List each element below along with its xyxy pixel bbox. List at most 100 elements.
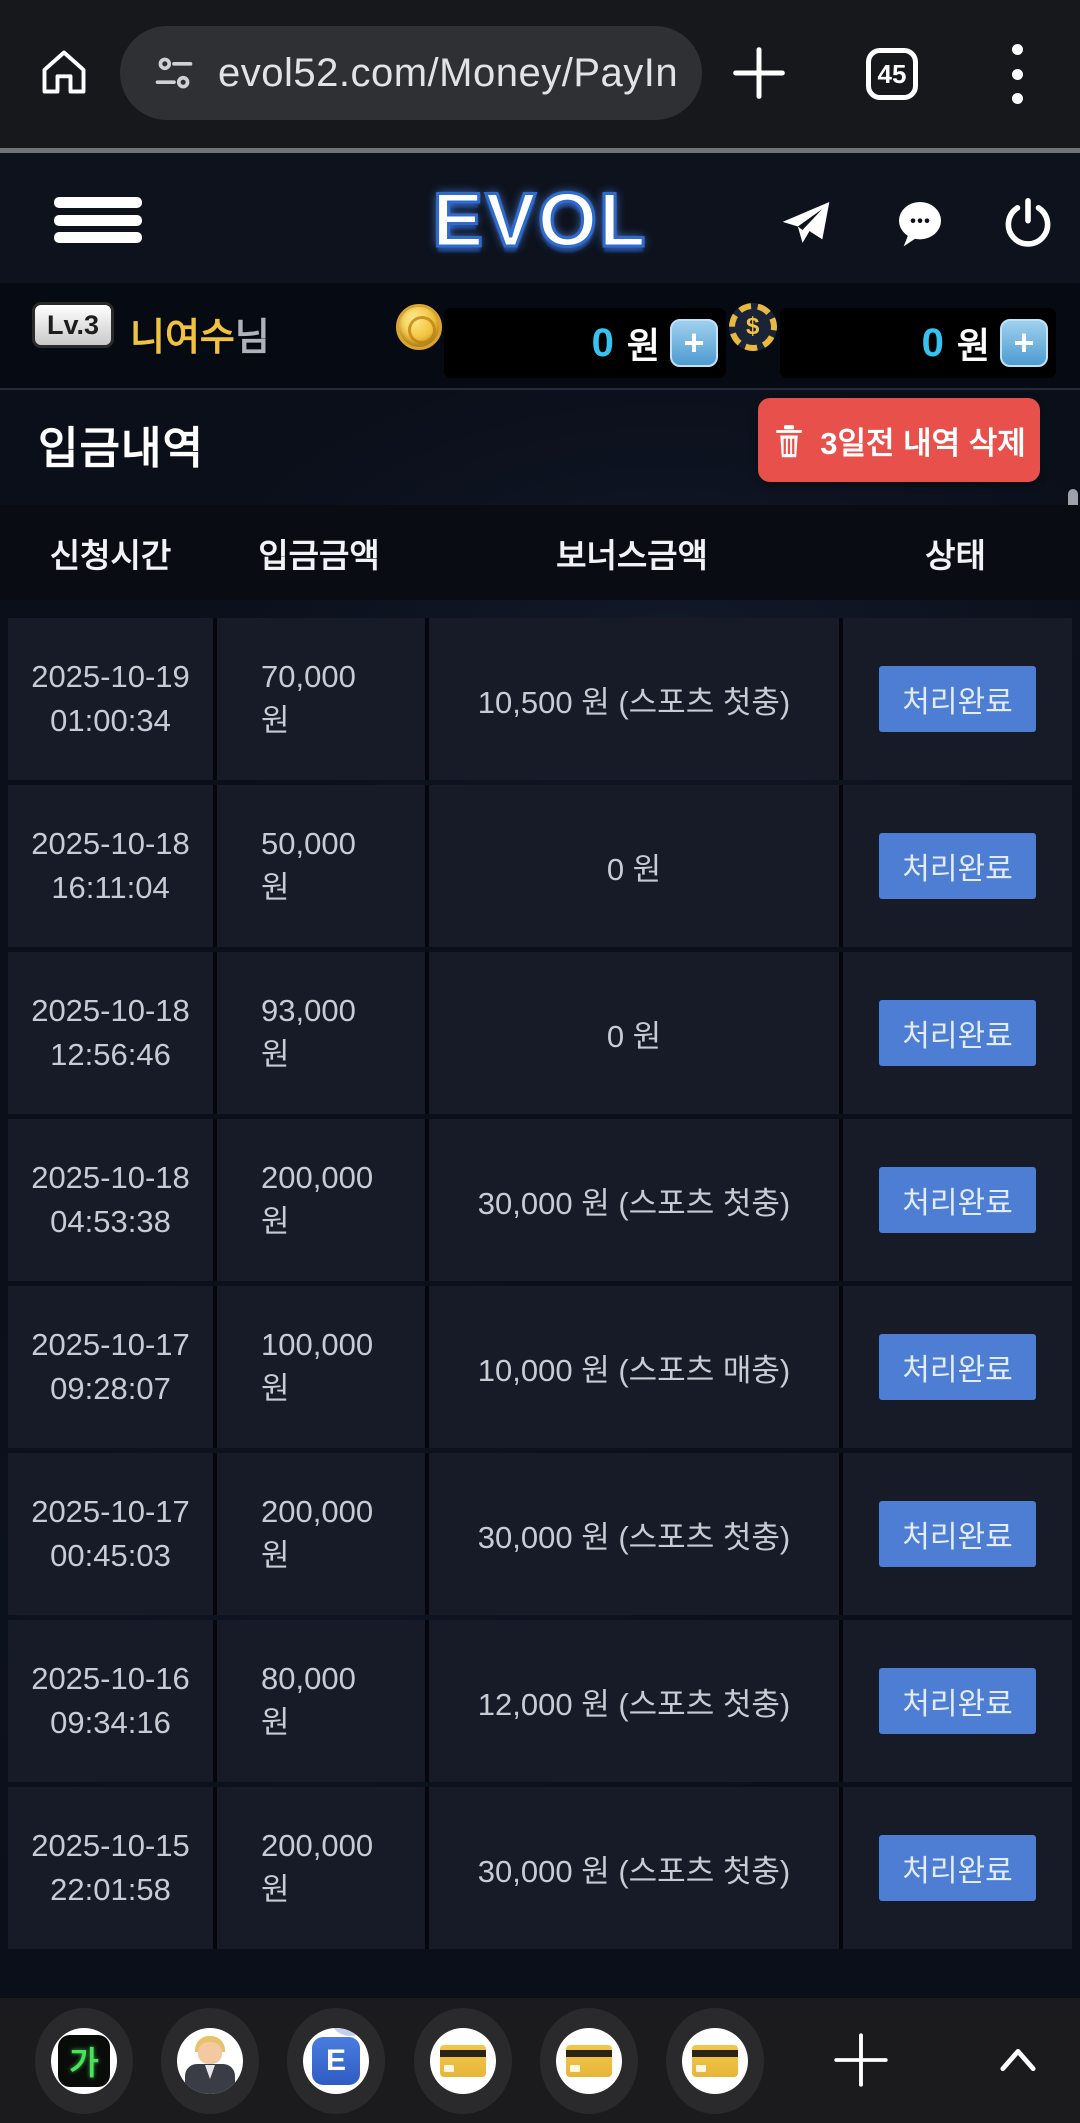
ga-app-icon[interactable]: 가 — [58, 2035, 110, 2087]
cash-add-button[interactable]: + — [670, 319, 718, 367]
close-bubble-icon[interactable]: ✕ — [329, 2028, 369, 2036]
status-button[interactable]: 처리완료 — [879, 1000, 1036, 1066]
delete-history-button[interactable]: 3일전 내역 삭제 — [758, 398, 1040, 482]
row-bonus: 10,000 원 (스포츠 매충) — [477, 1352, 791, 1388]
menu-hamburger-icon[interactable] — [54, 197, 142, 243]
level-badge: Lv.3 — [32, 302, 114, 348]
site-logo[interactable]: EVOL — [431, 177, 648, 265]
url-bar[interactable]: evol52.com/Money/PayIn — [120, 26, 702, 120]
power-logout-icon[interactable] — [1000, 195, 1056, 251]
cell-request-time: 2025-10-19 01:00:34 — [8, 618, 213, 780]
deposit-history-page: 입금내역 3일전 내역 삭제 신청시간 입금금액 보너스금액 상태 2025-1… — [0, 388, 1080, 1998]
table-row: 2025-10-16 09:34:16 80,000 원 12,000 원 (스… — [8, 1620, 1072, 1782]
cell-bonus-amount: 12,000 원 (스포츠 첫충) — [425, 1620, 839, 1782]
cell-bonus-amount: 30,000 원 (스포츠 첫충) — [425, 1787, 839, 1949]
dock-slot-card-1[interactable] — [414, 2008, 512, 2114]
row-time: 16:11:04 — [51, 870, 170, 905]
cell-status: 처리완료 — [839, 1453, 1072, 1615]
user-balance-bar: Lv.3 니여수님 0 원 + $ 0 원 + — [0, 283, 1080, 388]
cell-deposit-amount: 200,000 원 — [213, 1453, 425, 1615]
cell-deposit-amount: 50,000 원 — [213, 785, 425, 947]
row-amount-unit: 원 — [261, 1705, 290, 1740]
cell-deposit-amount: 100,000 원 — [213, 1286, 425, 1448]
dock-slot-card-2[interactable] — [540, 2008, 638, 2114]
home-icon[interactable] — [38, 46, 90, 102]
table-row: 2025-10-18 04:53:38 200,000 원 30,000 원 (… — [8, 1119, 1072, 1281]
row-date: 2025-10-17 — [31, 1493, 190, 1529]
row-amount: 70,000 — [261, 658, 356, 694]
row-time: 12:56:46 — [50, 1037, 171, 1072]
row-time: 22:01:58 — [50, 1872, 171, 1907]
table-row: 2025-10-17 00:45:03 200,000 원 30,000 원 (… — [8, 1453, 1072, 1615]
row-amount: 50,000 — [261, 825, 356, 861]
row-date: 2025-10-15 — [31, 1827, 190, 1863]
dock-slot-card-3[interactable] — [666, 2008, 764, 2114]
avatar-app-icon[interactable] — [177, 2028, 243, 2094]
new-tab-icon[interactable] — [724, 38, 794, 108]
status-button[interactable]: 처리완료 — [879, 1668, 1036, 1734]
site-settings-icon[interactable] — [152, 51, 196, 95]
url-text: evol52.com/Money/PayIn — [218, 50, 679, 95]
browser-menu-icon[interactable] — [1000, 44, 1034, 104]
row-amount-unit: 원 — [261, 1538, 290, 1573]
chip-balance: 0 원 + — [780, 308, 1056, 378]
table-header: 신청시간 입금금액 보너스금액 상태 — [0, 505, 1080, 600]
row-date: 2025-10-16 — [31, 1660, 190, 1696]
row-amount-unit: 원 — [261, 1204, 290, 1239]
dock-slot-evol-active[interactable]: E ✕ — [287, 2008, 385, 2114]
row-amount-unit: 원 — [261, 1371, 290, 1406]
cell-request-time: 2025-10-17 09:28:07 — [8, 1286, 213, 1448]
cell-status: 처리완료 — [839, 618, 1072, 780]
cell-bonus-amount: 0 원 — [425, 785, 839, 947]
row-amount: 200,000 — [261, 1827, 374, 1863]
row-amount-unit: 원 — [261, 1872, 290, 1907]
trash-icon — [776, 425, 802, 460]
cell-status: 처리완료 — [839, 1620, 1072, 1782]
chip-amount: 0 — [921, 320, 945, 365]
chip-add-button[interactable]: + — [1000, 319, 1048, 367]
row-bonus: 30,000 원 (스포츠 첫충) — [477, 1185, 791, 1221]
table-row: 2025-10-18 16:11:04 50,000 원 0 원 처리완료 — [8, 785, 1072, 947]
row-time: 09:28:07 — [50, 1371, 171, 1406]
page-title-row: 입금내역 3일전 내역 삭제 — [0, 390, 1080, 597]
status-button[interactable]: 처리완료 — [879, 833, 1036, 899]
site-header: EVOL — [0, 153, 1080, 283]
status-button[interactable]: 처리완료 — [879, 1334, 1036, 1400]
chat-icon[interactable] — [892, 195, 948, 251]
status-button[interactable]: 처리완료 — [879, 1167, 1036, 1233]
card-app-icon[interactable] — [692, 2045, 738, 2077]
row-bonus: 0 원 — [606, 851, 662, 887]
cell-deposit-amount: 70,000 원 — [213, 618, 425, 780]
row-amount-unit: 원 — [261, 870, 290, 905]
dock-slot-avatar[interactable] — [161, 2008, 259, 2114]
cell-request-time: 2025-10-18 12:56:46 — [8, 952, 213, 1114]
row-date: 2025-10-17 — [31, 1326, 190, 1362]
status-button[interactable]: 처리완료 — [879, 1835, 1036, 1901]
cell-bonus-amount: 30,000 원 (스포츠 첫충) — [425, 1119, 839, 1281]
row-amount: 200,000 — [261, 1493, 374, 1529]
card-app-icon[interactable] — [440, 2045, 486, 2077]
cell-deposit-amount: 200,000 원 — [213, 1787, 425, 1949]
row-date: 2025-10-18 — [31, 992, 190, 1028]
cell-status: 처리완료 — [839, 785, 1072, 947]
cell-deposit-amount: 200,000 원 — [213, 1119, 425, 1281]
row-amount-unit: 원 — [261, 703, 290, 738]
cell-status: 처리완료 — [839, 1787, 1072, 1949]
row-bonus: 30,000 원 (스포츠 첫충) — [477, 1853, 791, 1889]
telegram-icon[interactable] — [778, 195, 834, 251]
dock-collapse-chevron-icon[interactable] — [988, 2028, 1048, 2092]
dock-add-icon[interactable] — [826, 2020, 896, 2100]
cell-deposit-amount: 80,000 원 — [213, 1620, 425, 1782]
delete-history-label: 3일전 내역 삭제 — [820, 425, 1026, 461]
coin-icon — [396, 304, 442, 350]
card-app-icon[interactable] — [566, 2045, 612, 2077]
cell-request-time: 2025-10-16 09:34:16 — [8, 1620, 213, 1782]
browser-toolbar: evol52.com/Money/PayIn 45 — [0, 0, 1080, 148]
dock-slot-ga[interactable]: 가 — [35, 2008, 133, 2114]
tab-switcher-button[interactable]: 45 — [866, 48, 918, 100]
status-button[interactable]: 처리완료 — [879, 666, 1036, 732]
status-button[interactable]: 처리완료 — [879, 1501, 1036, 1567]
cell-request-time: 2025-10-17 00:45:03 — [8, 1453, 213, 1615]
row-amount: 93,000 — [261, 992, 356, 1028]
